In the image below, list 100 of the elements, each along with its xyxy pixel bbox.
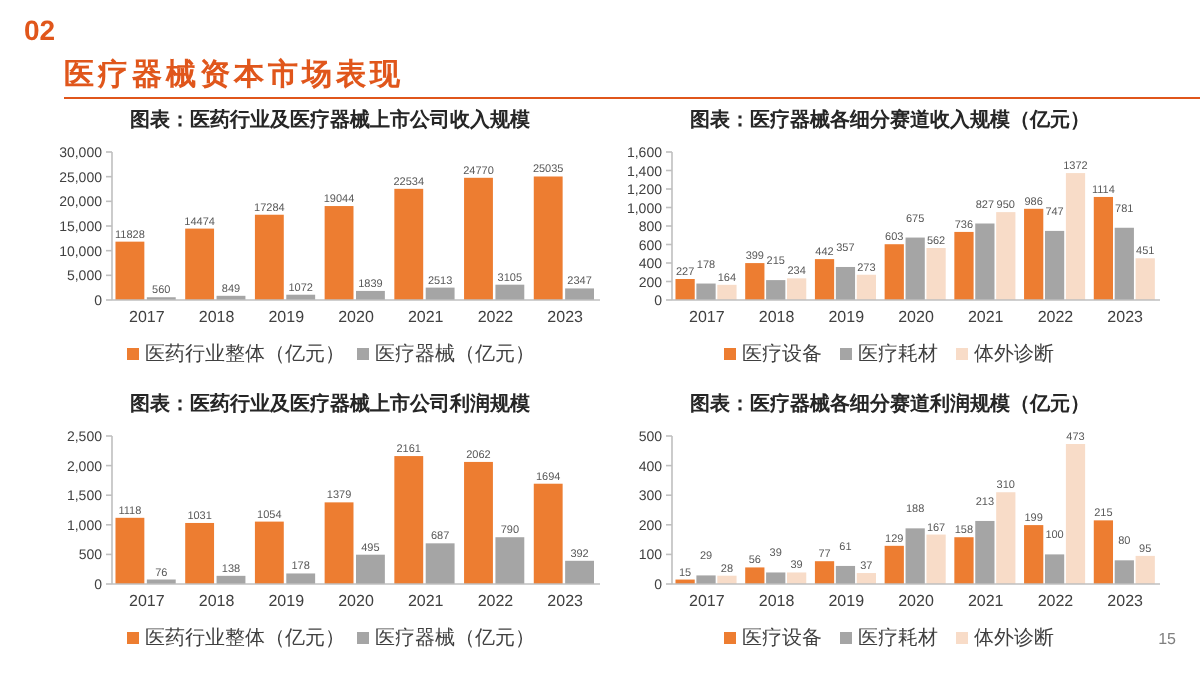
x-tick-label: 2017 xyxy=(129,592,166,610)
x-tick-label: 2022 xyxy=(477,308,515,326)
bar xyxy=(533,176,563,300)
bar xyxy=(905,528,925,584)
x-tick-label: 2018 xyxy=(758,592,796,610)
x-tick-label: 2023 xyxy=(547,308,585,326)
bar xyxy=(565,288,594,300)
x-tick-label: 2018 xyxy=(198,592,236,610)
legend-label: 医疗耗材 xyxy=(858,626,938,650)
x-tick-label: 2021 xyxy=(967,592,1005,610)
bar xyxy=(996,212,1016,300)
x-tick-label: 2023 xyxy=(547,592,585,610)
bar xyxy=(975,520,995,584)
bar xyxy=(675,279,695,300)
chart-title: 图表：医药行业及医疗器械上市公司收入规模 xyxy=(130,108,532,132)
bar xyxy=(884,545,904,584)
bar xyxy=(495,284,525,300)
bar xyxy=(254,521,284,584)
x-tick-label: 2019 xyxy=(828,308,866,326)
bar xyxy=(926,534,946,584)
x-tick-label: 2020 xyxy=(898,308,935,326)
bar xyxy=(926,248,946,300)
x-tick-label: 2022 xyxy=(1037,592,1075,610)
bar xyxy=(356,554,385,584)
bar xyxy=(1065,173,1086,300)
legend-label: 医疗器械（亿元） xyxy=(375,626,535,650)
bar xyxy=(394,456,424,584)
x-tick-label: 2019 xyxy=(268,308,306,326)
x-tick-label: 2021 xyxy=(407,308,445,326)
x-tick-label: 2020 xyxy=(898,592,935,610)
bar xyxy=(1135,258,1155,300)
bar xyxy=(745,263,765,300)
bar xyxy=(533,483,563,584)
x-tick-label: 2020 xyxy=(338,308,375,326)
x-tick-label: 2018 xyxy=(758,308,796,326)
bar xyxy=(425,543,455,584)
bar xyxy=(1024,208,1044,300)
x-tick-label: 2023 xyxy=(1107,308,1145,326)
bar xyxy=(185,522,215,584)
bar xyxy=(1114,227,1134,300)
bar xyxy=(324,206,354,300)
legend-label: 医药行业整体（亿元） xyxy=(145,342,345,366)
bar xyxy=(835,565,856,584)
bar xyxy=(464,177,493,300)
x-tick-label: 2017 xyxy=(689,592,726,610)
x-tick-label: 2021 xyxy=(967,308,1005,326)
bar xyxy=(565,560,594,584)
x-tick-label: 2019 xyxy=(828,592,866,610)
bar xyxy=(696,283,716,300)
x-tick-label: 2019 xyxy=(268,592,306,610)
bar xyxy=(814,259,835,300)
legend-label: 体外诊断 xyxy=(974,626,1054,650)
x-tick-label: 2020 xyxy=(338,592,375,610)
bar xyxy=(1093,196,1114,300)
bar xyxy=(745,567,765,584)
bar xyxy=(766,572,786,584)
bar xyxy=(814,561,835,584)
x-tick-label: 2021 xyxy=(407,592,445,610)
bar xyxy=(324,502,354,584)
bar xyxy=(696,575,716,584)
bar xyxy=(856,573,876,584)
bar xyxy=(254,214,284,300)
legend-label: 医药行业整体（亿元） xyxy=(145,626,345,650)
bar xyxy=(115,517,145,584)
bar xyxy=(464,461,493,584)
bar xyxy=(1114,560,1134,584)
text: 02 xyxy=(24,14,56,46)
bar xyxy=(954,231,974,300)
bar xyxy=(787,278,807,300)
bar xyxy=(884,244,904,300)
bar xyxy=(115,241,145,300)
bar xyxy=(905,237,925,300)
legend-label: 体外诊断 xyxy=(974,342,1054,366)
legend-label: 医疗器械（亿元） xyxy=(375,342,535,366)
bar xyxy=(1065,443,1086,584)
bar xyxy=(835,266,856,300)
bar xyxy=(1024,525,1044,584)
x-tick-label: 2023 xyxy=(1107,592,1145,610)
bar xyxy=(1044,554,1065,584)
bar xyxy=(1044,230,1065,300)
bar xyxy=(787,572,807,584)
bar xyxy=(1135,555,1155,584)
chart-title: 图表：医药行业及医疗器械上市公司利润规模 xyxy=(130,392,532,416)
bar xyxy=(996,492,1016,584)
legend-label: 医疗设备 xyxy=(742,342,822,366)
bar xyxy=(185,228,215,300)
bar xyxy=(766,280,786,300)
legend-label: 医疗耗材 xyxy=(858,342,938,366)
bar xyxy=(286,573,316,584)
bar xyxy=(495,537,525,584)
chart-title: 图表：医疗器械各细分赛道利润规模（亿元） xyxy=(690,392,1090,416)
bar xyxy=(975,223,995,300)
bar xyxy=(856,274,876,300)
x-tick-label: 2022 xyxy=(477,592,515,610)
text: 医疗器械资本市场表现 xyxy=(64,56,404,92)
bar xyxy=(1093,520,1114,584)
x-tick-label: 2017 xyxy=(689,308,726,326)
legend-label: 医疗设备 xyxy=(742,626,822,650)
text: 15 xyxy=(1158,630,1178,648)
x-tick-label: 2018 xyxy=(198,308,236,326)
